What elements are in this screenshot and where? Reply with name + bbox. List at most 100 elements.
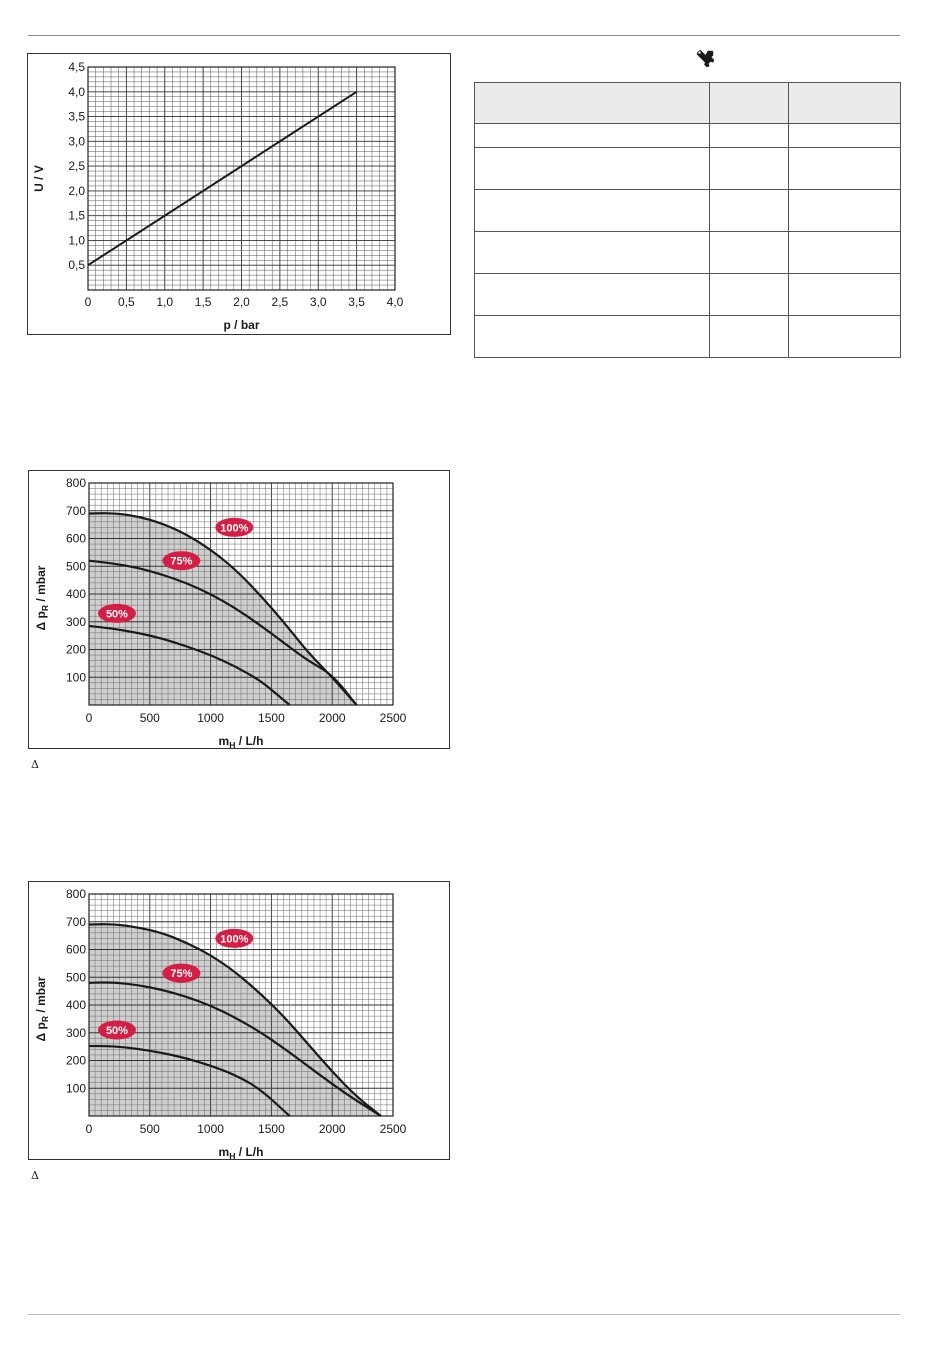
series-line [87,90,358,267]
table-row [474,315,901,358]
x-tick-label: 500 [140,1122,160,1136]
x-tick-label: 500 [140,711,160,725]
series-badge-label: 75% [170,968,192,980]
table-cell [788,147,901,190]
y-axis-label: U / V [32,165,46,192]
y-tick-label: 400 [66,587,86,601]
figure-caption-1: Δ [31,758,39,771]
series-curve-100pct [88,512,358,706]
table-cell [709,273,789,316]
y-tick-label: 800 [66,476,86,490]
pump-curve-chart-2: 0 500 1000 1500 2000 2500 100 200 300 400 500 600 70… [28,881,450,1160]
series-curve-50pct [89,1044,291,1117]
series-badge-100pct [215,517,254,537]
y-axis-label: Δ pR / mbar [34,976,50,1041]
x-tick-label: 2,0 [233,295,250,309]
x-axis-label: mH / L/h [219,1145,264,1159]
footer-rule [28,1314,900,1315]
table-cell [474,231,710,274]
plot-frame [88,482,394,706]
table-cell [709,189,789,232]
table-cell [709,147,789,190]
y-tick-label: 4,5 [68,60,85,74]
x-tick-label: 0 [86,1122,93,1136]
y-tick-label: 0,5 [68,258,85,272]
table-cell [474,315,710,358]
series-badge-50pct [97,603,136,623]
table-cell [474,189,710,232]
series-badge-75pct [162,963,201,983]
series-badge-label: 50% [106,1025,128,1037]
x-tick-label: 0,5 [118,295,135,309]
y-tick-label: 1,0 [68,233,85,247]
y-tick-label: 600 [66,943,86,957]
table-cell [474,273,710,316]
y-tick-label: 300 [66,1026,86,1040]
plot-frame [88,893,394,1117]
y-tick-label: 300 [66,615,86,629]
y-tick-label: 800 [66,887,86,901]
series-badge-75pct [162,551,201,571]
y-tick-label: 700 [66,504,86,518]
table-cell [474,147,710,190]
x-tick-label: 2000 [319,711,346,725]
plot-frame [87,66,396,291]
series-curve-75pct [88,981,382,1117]
x-tick-label: 2500 [380,1122,407,1136]
x-tick-label: 1500 [258,1122,285,1136]
table-cell [788,123,901,148]
series-badge-50pct [97,1020,136,1040]
pump-curve-chart-2-svg: 0 500 1000 1500 2000 2500 100 200 300 400 500 600 70… [34,887,407,1159]
x-tick-label: 1000 [197,1122,224,1136]
series-curve-50pct [88,624,291,706]
table-header-row [474,82,901,124]
y-tick-label: 200 [66,1054,86,1068]
voltage-pressure-chart-svg: 0 0,5 1,0 1,5 2,0 2,5 3,0 3,5 4,0 0,5 1,0 1,5 2,0 2,5… [32,60,404,332]
table-header-cell [474,82,710,124]
y-tick-label: 400 [66,998,86,1012]
x-axis-label: mH / L/h [219,734,264,748]
x-tick-label: 1000 [197,711,224,725]
series-badge-100pct [215,928,254,948]
x-tick-label: 2500 [380,711,407,725]
pump-curve-chart-1-svg: 0 500 1000 1500 2000 2500 100 200 300 400 500 600 70… [34,476,407,748]
table-cell [788,231,901,274]
y-tick-label: 500 [66,970,86,984]
y-tick-label: 700 [66,915,86,929]
pump-curve-chart-1: 0 500 1000 1500 2000 2500 100 200 300 400 500 600 70… [28,470,450,749]
y-tick-label: 600 [66,532,86,546]
x-tick-label: 2000 [319,1122,346,1136]
figure-caption-2: Δ [31,1169,39,1182]
wrench-screwdriver-icon [696,49,715,68]
x-tick-label: 0 [86,711,93,725]
table-cell [788,315,901,358]
y-tick-label: 4,0 [68,85,85,99]
table-header-cell [709,82,789,124]
y-tick-label: 200 [66,643,86,657]
x-tick-label: 0 [85,295,92,309]
table-cell [709,315,789,358]
x-tick-label: 3,5 [348,295,365,309]
y-tick-label: 100 [66,670,86,684]
y-axis-label: Δ pR / mbar [34,565,50,630]
table-cell [474,123,710,148]
x-tick-label: 1,0 [156,295,173,309]
series-badge-label: 75% [170,556,192,568]
table-cell [788,189,901,232]
table-row [474,147,901,190]
y-tick-label: 1,5 [68,209,85,223]
series-badge-label: 100% [220,522,248,534]
table-row [474,189,901,232]
series-badge-label: 50% [106,608,128,620]
y-tick-label: 2,0 [68,184,85,198]
spec-table [474,82,901,358]
voltage-pressure-chart: 0 0,5 1,0 1,5 2,0 2,5 3,0 3,5 4,0 0,5 1,0 1,5 2,0 2,5… [27,53,451,335]
y-tick-label: 3,0 [68,134,85,148]
y-tick-label: 100 [66,1081,86,1095]
x-tick-label: 1500 [258,711,285,725]
x-tick-label: 1,5 [195,295,212,309]
table-cell [788,273,901,316]
y-tick-label: 2,5 [68,159,85,173]
table-row [474,273,901,316]
x-tick-label: 4,0 [387,295,404,309]
